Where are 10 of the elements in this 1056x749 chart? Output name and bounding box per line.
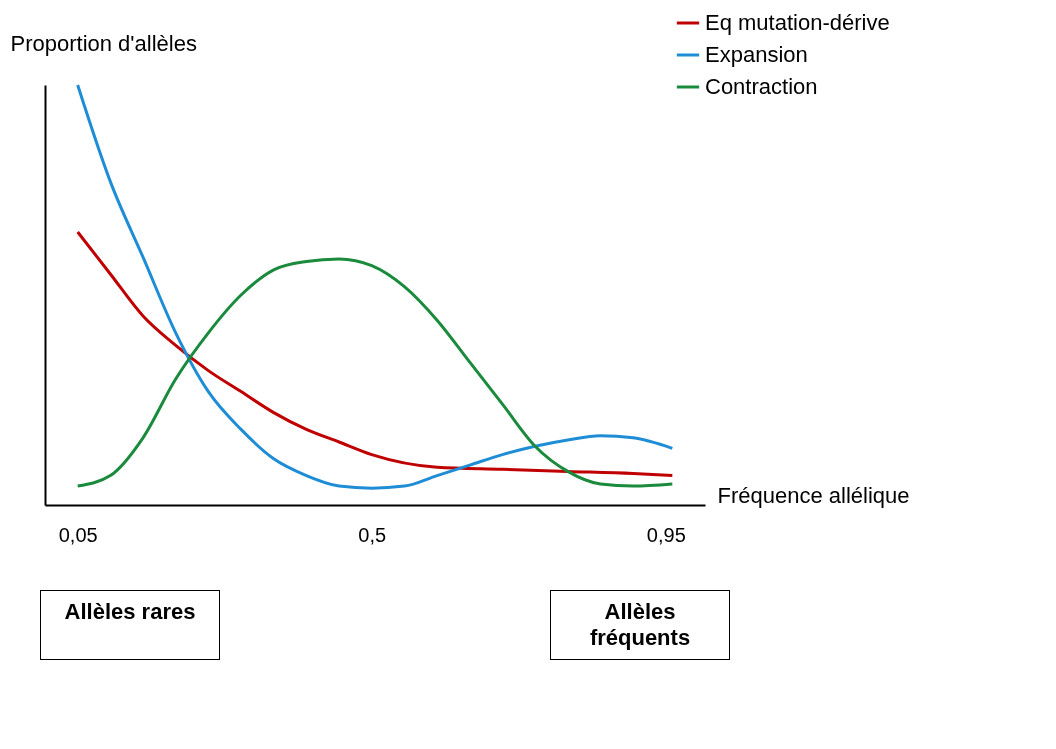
text-box: Allèles rares [40,590,220,660]
legend-label: Eq mutation-dérive [705,10,890,35]
x-tick-label: 0,95 [646,523,686,546]
legend-label: Expansion [705,42,808,67]
y-axis-title: Proportion d'allèles [10,30,197,56]
legend-label: Contraction [705,74,818,99]
text-box: Allèles fréquents [550,590,730,660]
x-tick-label: 0,5 [358,523,387,546]
x-axis-title: Fréquence allélique [717,482,910,508]
x-tick-label: 0,05 [58,523,98,546]
